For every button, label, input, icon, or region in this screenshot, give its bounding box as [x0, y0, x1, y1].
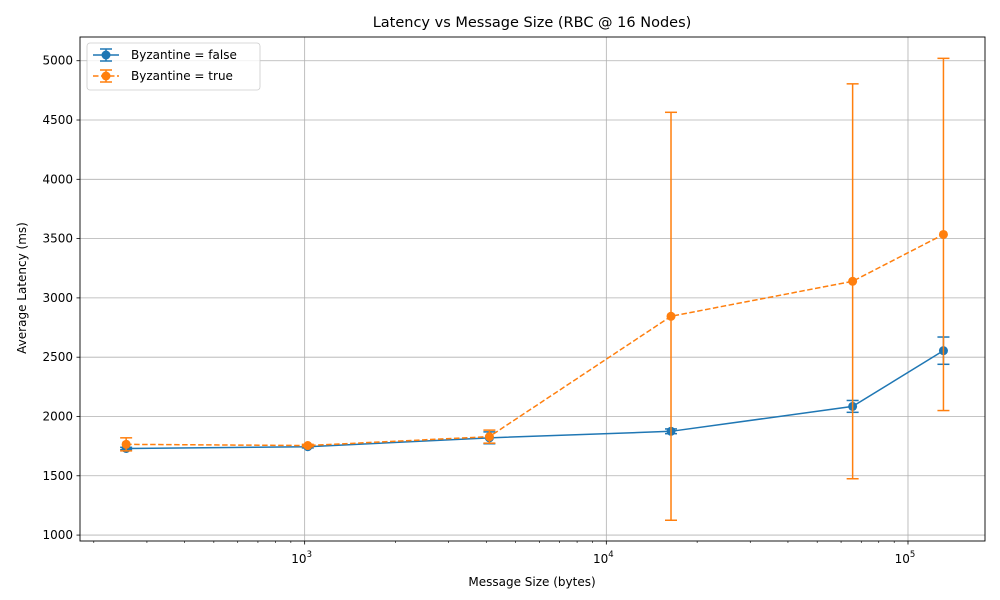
grid: [80, 37, 985, 541]
series-2: [120, 57, 950, 521]
data-point: [666, 311, 676, 321]
y-tick-label: 4500: [42, 113, 73, 127]
y-tick-label: 2000: [42, 409, 73, 423]
legend-marker: [101, 71, 111, 81]
series-layer: [120, 57, 950, 521]
data-point: [848, 276, 858, 286]
x-axis-label: Message Size (bytes): [468, 575, 595, 589]
legend-box: [86, 42, 261, 91]
legend-label: Byzantine = false: [131, 48, 237, 62]
x-tick-label: 103: [291, 550, 312, 566]
x-tick-label: 105: [895, 550, 916, 566]
chart-title: Latency vs Message Size (RBC @ 16 Nodes): [373, 15, 692, 31]
series-line: [126, 233, 944, 447]
legend-label: Byzantine = true: [131, 69, 233, 83]
y-tick-label: 3500: [42, 232, 73, 246]
y-tick-label: 4000: [42, 172, 73, 186]
plot-frame: [79, 36, 986, 542]
y-tick-label: 5000: [42, 54, 73, 68]
y-axis-label: Average Latency (ms): [15, 222, 29, 354]
x-tick-label: 104: [593, 550, 614, 566]
legend-item-2: Byzantine = true: [93, 69, 233, 83]
data-point: [938, 229, 948, 239]
data-point: [484, 432, 494, 442]
series-line: [126, 350, 944, 450]
x-axis-ticks: 103 104 105: [93, 541, 916, 566]
y-axis-ticks: 1000 1500 2000 2500 3000 3500 4000 4500 5000: [42, 54, 80, 542]
data-point: [303, 441, 313, 451]
legend: Byzantine = false Byzantine = true: [86, 42, 261, 91]
legend-marker: [101, 50, 111, 60]
y-tick-label: 1000: [42, 528, 73, 542]
legend-item-1: Byzantine = false: [93, 48, 237, 62]
y-tick-label: 3000: [42, 291, 73, 305]
y-tick-label: 1500: [42, 469, 73, 483]
series-1: [120, 336, 950, 454]
y-tick-label: 2500: [42, 350, 73, 364]
data-point: [121, 439, 131, 449]
